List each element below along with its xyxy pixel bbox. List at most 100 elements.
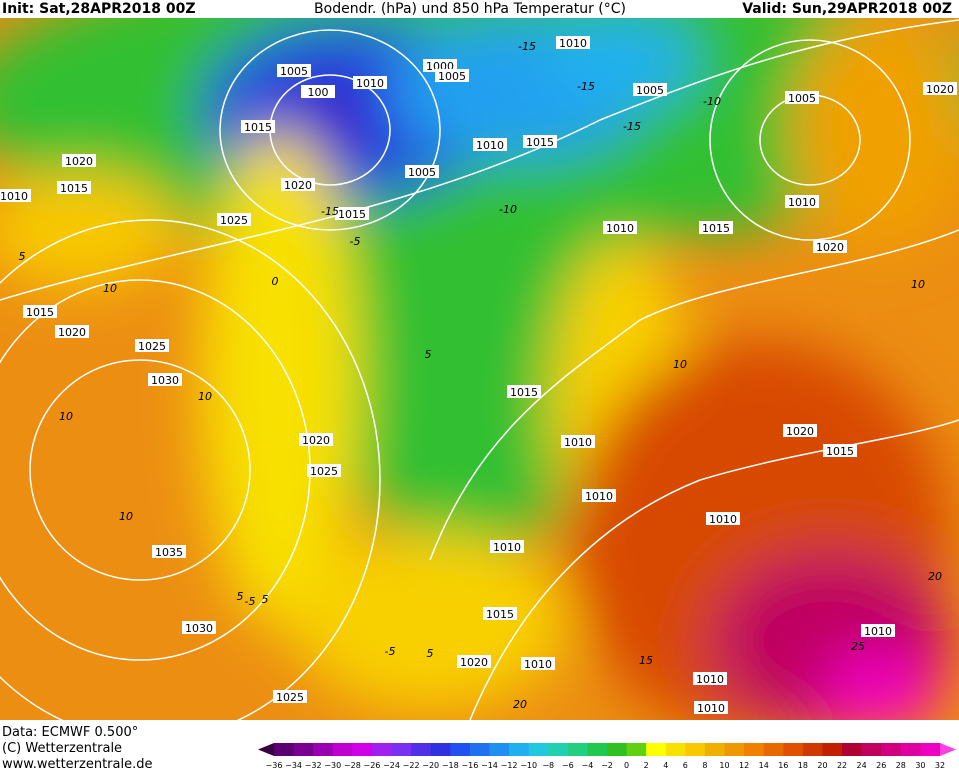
isobar-label-box <box>301 85 335 98</box>
scale-swatch <box>313 743 334 756</box>
isotherm-label: 5 <box>19 250 26 263</box>
isobar-label-box <box>556 36 590 49</box>
scale-label: 32 <box>935 761 945 770</box>
scale-label: 8 <box>702 761 707 770</box>
isobar-label-box <box>699 221 733 234</box>
isobar-label-box <box>307 464 341 477</box>
isobar-label: 1020 <box>786 425 814 438</box>
scale-label: −22 <box>403 761 420 770</box>
isobar-label: 1025 <box>220 214 248 227</box>
isobar-label-box <box>473 138 507 151</box>
isobar-label-box <box>152 545 186 558</box>
scale-label: −16 <box>461 761 478 770</box>
isotherm-label: 10 <box>119 510 133 523</box>
isobar-label-box <box>241 120 275 133</box>
isobar-label: 1035 <box>155 546 183 559</box>
color-scale: −36 −34 −32 −30 −28 −26 −24 −22 −20 −18 −16 −14 −12−… <box>258 743 956 770</box>
isobar-label-box <box>277 64 311 77</box>
isobar-label-box <box>523 135 557 148</box>
scale-swatch <box>920 743 941 756</box>
isobar-label-box <box>582 489 616 502</box>
scale-label: −10 <box>520 761 537 770</box>
scale-label: 14 <box>759 761 769 770</box>
isobar-label-box <box>694 701 728 714</box>
isobar-label: 1020 <box>926 83 954 96</box>
scale-swatch <box>763 743 784 756</box>
scale-swatch <box>430 743 451 756</box>
scale-swatch <box>528 743 549 756</box>
scale-swatch <box>646 743 667 756</box>
scale-label: 2 <box>644 761 649 770</box>
isobar-label: 1005 <box>280 65 308 78</box>
isobar-label: 1005 <box>408 166 436 179</box>
isotherm-label: -15 <box>623 120 641 133</box>
scale-label: −28 <box>344 761 361 770</box>
isobar-label-box <box>457 655 491 668</box>
scale-label: 12 <box>739 761 749 770</box>
isobar-label-box <box>273 690 307 703</box>
isobar-label: 1020 <box>302 434 330 447</box>
isobar-label-box <box>861 624 895 637</box>
isobar-label-box <box>217 213 251 226</box>
scale-swatch <box>489 743 510 756</box>
isotherm-label: 25 <box>851 640 865 653</box>
scale-label: −18 <box>442 761 459 770</box>
scale-swatch <box>509 743 530 756</box>
isotherm-label: -10 <box>499 203 517 216</box>
isobar-label: 1010 <box>864 625 892 638</box>
isobar-label-box <box>281 178 315 191</box>
isobar-label-box <box>57 181 91 194</box>
isobar-label: 1030 <box>185 622 213 635</box>
scale-label: 20 <box>817 761 827 770</box>
scale-swatch <box>665 743 686 756</box>
isotherm-label: 5 <box>425 348 432 361</box>
isotherm-label: 10 <box>198 390 212 403</box>
scale-label: −34 <box>285 761 302 770</box>
isobar-label: 1015 <box>486 608 514 621</box>
scale-swatch <box>567 743 588 756</box>
scale-label: −12 <box>501 761 518 770</box>
isobar-label: 1010 <box>696 673 724 686</box>
isotherm-label: 15 <box>639 654 653 667</box>
scale-swatch <box>724 743 745 756</box>
isobar-label: 1015 <box>526 136 554 149</box>
scale-label: 26 <box>876 761 886 770</box>
isobar-label: 1020 <box>460 656 488 669</box>
scale-swatch <box>587 743 608 756</box>
map-title: Bodendr. (hPa) und 850 hPa Temperatur (°… <box>314 1 626 17</box>
isobar-label-box <box>405 165 439 178</box>
scale-swatch <box>744 743 765 756</box>
isobar-label: 1020 <box>284 179 312 192</box>
init-time: Init: Sat,28APR2018 00Z <box>2 1 196 17</box>
scale-swatch <box>626 743 647 756</box>
isobar-label-box <box>299 433 333 446</box>
isobar-label-box <box>353 76 387 89</box>
scale-swatch <box>371 743 393 756</box>
scale-label: −4 <box>582 761 594 770</box>
isobar-label: 1015 <box>338 208 366 221</box>
scale-swatch <box>881 743 902 756</box>
isotherm-label: 10 <box>911 278 925 291</box>
scale-swatch <box>391 743 412 756</box>
scale-label: −8 <box>542 761 554 770</box>
scale-swatch <box>900 743 921 756</box>
isotherm-label: -15 <box>321 205 339 218</box>
isobar-label: 1025 <box>310 465 338 478</box>
scale-swatch <box>802 743 823 756</box>
isobar-label: 1010 <box>585 490 613 503</box>
website: www.wetterzentrale.de <box>2 757 152 770</box>
scale-swatch <box>861 743 882 756</box>
scale-label: −2 <box>601 761 613 770</box>
scale-label: −32 <box>305 761 322 770</box>
isobar-label: 1025 <box>138 340 166 353</box>
isobar-label: 1025 <box>276 691 304 704</box>
isobar-label-box <box>785 91 819 104</box>
scale-label: 24 <box>857 761 867 770</box>
scale-label: 18 <box>798 761 808 770</box>
isobar-label-box <box>182 621 216 634</box>
scale-label: −20 <box>422 761 439 770</box>
scale-swatch <box>411 743 432 756</box>
isobar-label-box <box>483 607 517 620</box>
isobar-label-box <box>423 59 457 72</box>
